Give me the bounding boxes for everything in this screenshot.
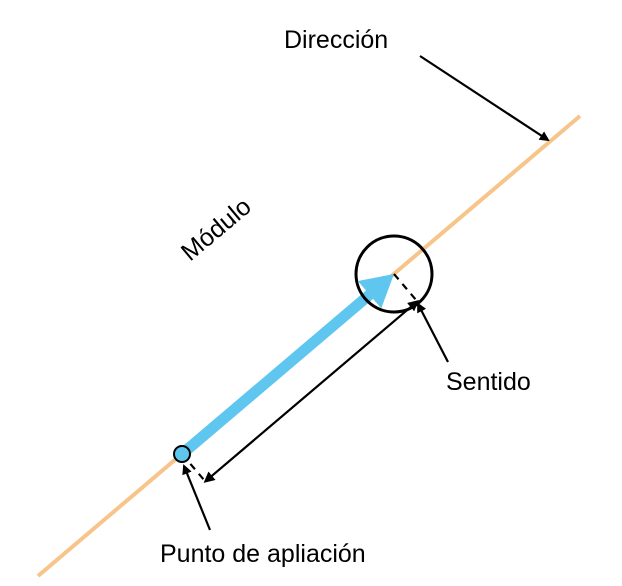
module-tick-end (394, 274, 417, 301)
vector-shaft (182, 288, 377, 454)
label-modulo: Módulo (176, 192, 257, 266)
label-punto: Punto de apliación (160, 540, 366, 568)
application-point (174, 446, 190, 462)
label-sentido: Sentido (446, 368, 531, 396)
pointer-sentido (418, 304, 448, 362)
module-dimension-line (205, 301, 417, 481)
pointer-punto (184, 466, 210, 530)
pointer-direccion (420, 56, 548, 140)
label-direccion: Dirección (284, 26, 388, 54)
